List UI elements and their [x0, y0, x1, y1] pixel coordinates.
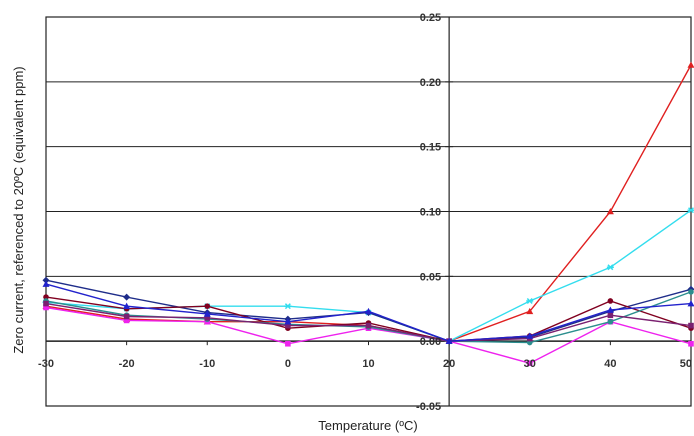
data-point: [445, 337, 453, 344]
data-point: [365, 307, 372, 315]
y-tick-label: -0.05: [416, 401, 441, 413]
data-point: [687, 61, 694, 68]
x-tick-label: 30: [524, 358, 536, 370]
data-point: [687, 207, 694, 214]
x-tick-label: -30: [38, 358, 54, 370]
x-tick-label: 40: [604, 358, 616, 370]
data-point: [688, 322, 694, 329]
data-point: [285, 340, 291, 347]
gridlines: [46, 16, 691, 407]
x-tick-label: 0: [285, 358, 291, 370]
data-point: [606, 264, 614, 271]
data-point: [43, 294, 49, 300]
y-tick-label: 0.05: [420, 271, 441, 283]
data-point: [607, 318, 614, 325]
y-axis-title: Zero current, referenced to 20ºC (equiva…: [11, 66, 26, 353]
data-point: [526, 307, 534, 315]
tick-labels: -30 -20 -10 0 10 20 30 40 50 -0.05 0.00 0.05 0.10 0.1…: [38, 12, 692, 413]
data-point: [285, 322, 291, 329]
series-group: [42, 61, 694, 367]
data-point: [526, 297, 534, 304]
data-point-stroke: [607, 264, 614, 271]
data-point: [365, 322, 372, 329]
data-point: [204, 303, 211, 309]
data-point: [42, 276, 50, 284]
x-tick-label: -20: [119, 358, 135, 370]
x-axis-title: Temperature (ºC): [318, 418, 417, 433]
data-point: [607, 312, 614, 319]
data-point-stroke: [526, 297, 533, 304]
data-point: [43, 300, 49, 307]
y-tick-label: 0.25: [420, 12, 441, 24]
data-point: [123, 317, 130, 324]
data-point: [203, 310, 211, 317]
x-tick-label: 50: [680, 358, 692, 370]
data-point: [123, 302, 131, 309]
data-point: [526, 360, 533, 367]
plot-border: [45, 16, 692, 407]
data-point-stroke: [284, 303, 291, 310]
data-point: [526, 332, 534, 339]
data-point: [687, 300, 694, 307]
y-tick-label: 0.10: [420, 207, 441, 219]
data-point: [123, 313, 130, 320]
data-point: [123, 293, 131, 301]
x-tick-label: -10: [199, 358, 215, 370]
data-point: [204, 315, 211, 321]
data-point: [42, 280, 50, 287]
series-7: [42, 280, 694, 344]
data-point: [606, 208, 614, 215]
data-point: [607, 298, 614, 304]
x-tick-label: 10: [362, 358, 374, 370]
data-point: [284, 303, 292, 310]
data-point: [284, 318, 292, 325]
series-0: [42, 61, 694, 344]
data-point: [688, 340, 694, 347]
y-tick-label: 0.00: [420, 336, 441, 348]
y-tick-label: 0.20: [420, 77, 441, 89]
y-tick-label: 0.15: [420, 142, 441, 154]
data-point: [43, 304, 49, 311]
data-point: [688, 289, 694, 295]
data-point: [606, 306, 614, 313]
data-point-stroke: [688, 207, 694, 214]
x-tick-label: 20: [443, 358, 455, 370]
